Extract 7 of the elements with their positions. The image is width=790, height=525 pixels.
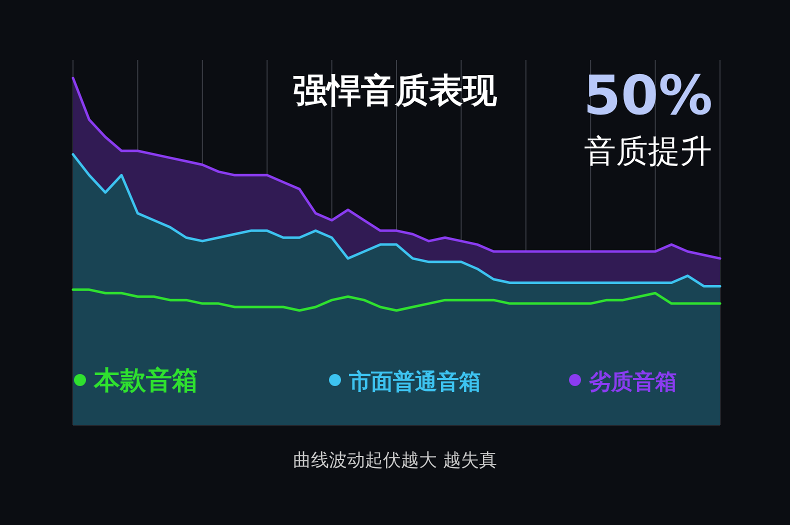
legend-label: 本款音箱 (93, 366, 198, 396)
text: 曲线波动起伏越大 越失真 (293, 450, 497, 471)
annotation: 音质提升 (584, 132, 712, 170)
legend-label: 劣质音箱 (588, 369, 677, 395)
annotation: 50% (583, 64, 713, 127)
legend-label: 市面普通音箱 (348, 369, 481, 395)
chart-title: 强悍音质表现 (293, 71, 498, 111)
